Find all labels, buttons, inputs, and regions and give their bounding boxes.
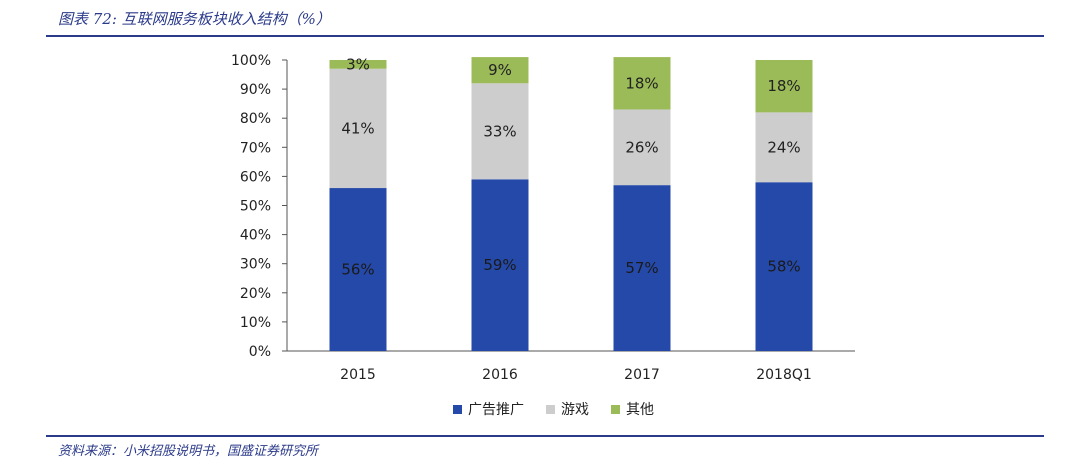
data-label: 24% [767,138,800,156]
bar-segment [613,57,671,110]
y-tick-label: 40% [240,228,271,244]
legend-label-games: 游戏 [561,402,589,418]
bar-segment [755,182,813,351]
y-tick-label: 80% [240,111,271,127]
y-tick-label: 100% [231,53,271,69]
legend-label-ads: 广告推广 [468,402,524,418]
bar-segment [613,185,671,351]
y-tick-label: 30% [240,257,271,273]
legend-item-ads: 广告推广 [453,399,524,419]
bar-segment [755,60,813,113]
x-tick-label: 2016 [482,367,518,383]
x-tick-label: 2018Q1 [756,367,812,383]
legend: 广告推广 游戏 其他 [453,399,654,419]
x-tick-label: 2017 [624,367,660,383]
data-label: 18% [767,77,800,95]
y-tick-label: 60% [240,169,271,185]
data-label: 33% [483,122,516,140]
top-rule [46,35,1044,37]
y-tick-label: 20% [240,286,271,302]
data-label: 41% [341,119,374,137]
data-label: 59% [483,256,516,274]
bar-segment [329,68,387,189]
chart-title: 图表 72: 互联网服务板块收入结构（%） [58,10,331,28]
bar-segment [471,57,529,84]
data-label: 18% [625,74,658,92]
y-tick-label: 50% [240,199,271,215]
data-label: 56% [341,261,374,279]
bottom-rule [46,435,1044,437]
legend-item-games: 游戏 [546,399,589,419]
bar-segment [329,60,387,69]
bar-segment [471,83,529,180]
data-label: 9% [488,61,512,79]
y-tick-label: 90% [240,82,271,98]
y-tick-label: 70% [240,140,271,156]
legend-swatch-games [546,404,555,414]
data-label: 3% [346,55,370,73]
data-label: 26% [625,138,658,156]
data-label: 57% [625,259,658,277]
legend-swatch-ads [453,404,462,414]
legend-item-other: 其他 [611,399,654,419]
data-label: 58% [767,258,800,276]
bar-segment [613,109,671,186]
bar-segment [329,188,387,351]
y-tick-label: 0% [249,344,271,360]
legend-label-other: 其他 [626,402,654,418]
x-tick-label: 2015 [340,367,376,383]
y-tick-label: 10% [240,315,271,331]
legend-swatch-other [611,404,620,414]
bar-segment [755,112,813,183]
source-note: 资料来源：小米招股说明书，国盛证券研究所 [58,444,319,459]
bar-segment [471,179,529,351]
